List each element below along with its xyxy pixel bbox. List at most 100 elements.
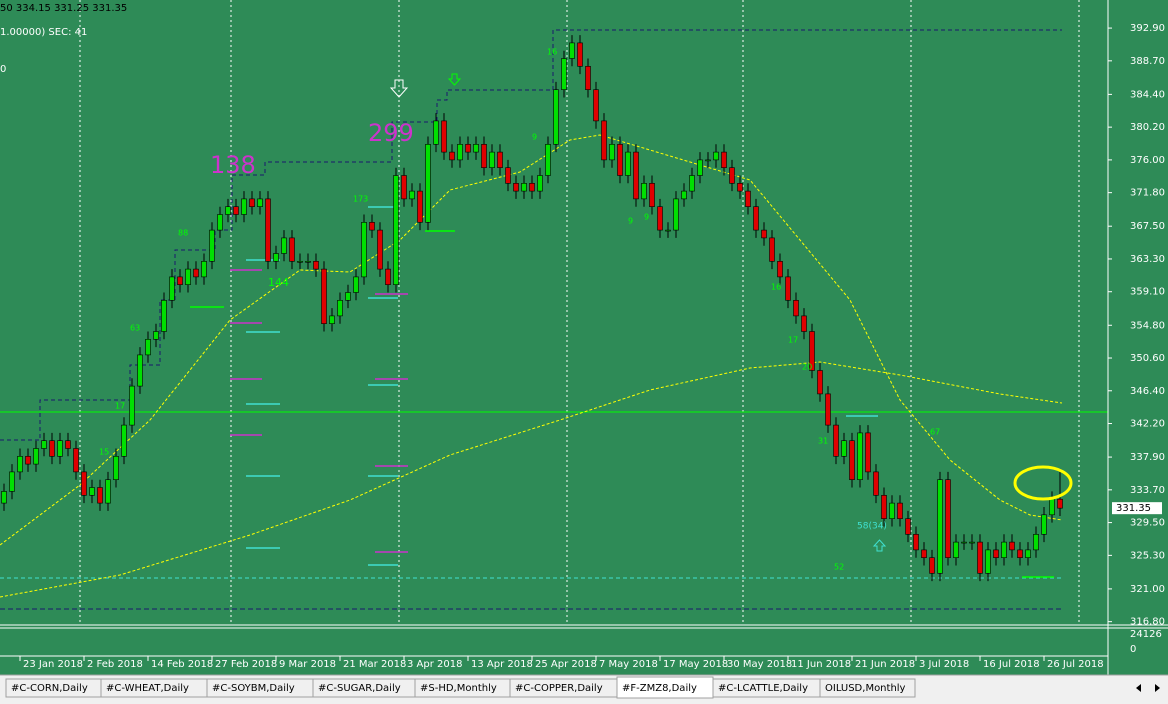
candle-body	[33, 448, 39, 465]
annotation: 16	[547, 48, 557, 57]
candle-body	[921, 549, 927, 559]
candle-body	[665, 229, 671, 232]
candle-body	[577, 42, 583, 67]
candle-body	[425, 144, 431, 223]
background	[0, 0, 1168, 675]
y-tick-label: 380.20	[1130, 122, 1165, 133]
candle-body	[601, 120, 607, 161]
candle-body	[593, 89, 599, 122]
candle-body	[49, 440, 55, 457]
y-tick-label: 333.70	[1130, 485, 1165, 496]
candle-body	[641, 183, 647, 200]
annotation: 17	[788, 336, 798, 345]
candle-body	[521, 183, 527, 192]
candle-body	[993, 549, 999, 559]
scroll-left[interactable]	[1136, 684, 1141, 692]
separators	[79, 0, 1080, 624]
annotation: 52	[834, 563, 844, 572]
annotation: 299	[368, 119, 414, 147]
y-tick-label: 350.60	[1130, 353, 1165, 364]
annotation: 9	[644, 213, 649, 222]
candle-body	[1057, 498, 1063, 509]
x-tick-label: 3 Apr 2018	[407, 659, 462, 670]
scroll-right[interactable]	[1155, 684, 1160, 692]
annotation: 67	[930, 428, 940, 437]
annotation: 9	[628, 217, 633, 226]
candle-body	[497, 151, 503, 169]
candle-body	[193, 268, 199, 278]
y-tick-label: 384.40	[1130, 89, 1165, 100]
candle-body	[233, 206, 239, 215]
volume-label: 24126	[1130, 629, 1162, 640]
candle-body	[257, 198, 263, 207]
candle-body	[105, 479, 111, 504]
annotation: 88	[178, 229, 188, 238]
y-tick-label: 359.10	[1130, 287, 1165, 298]
candle-body	[1033, 533, 1039, 551]
tab-label[interactable]: #C-SOYBM,Daily	[212, 683, 295, 694]
candle-body	[201, 260, 207, 278]
y-tick-label: 342.20	[1130, 419, 1165, 430]
candle-body	[713, 151, 719, 161]
candle-body	[897, 502, 903, 520]
candle-body	[369, 222, 375, 231]
tab-label[interactable]: #S-HD,Monthly	[420, 683, 497, 694]
tab-label[interactable]: #C-WHEAT,Daily	[106, 683, 189, 694]
tab-label[interactable]: #C-COPPER,Daily	[515, 683, 603, 694]
header: 50 334.15 331.25 331.35 1.00000) SEC: 41…	[0, 3, 127, 75]
candle-body	[697, 159, 703, 176]
candle-body	[217, 214, 223, 231]
y-tick-label: 392.90	[1130, 23, 1165, 34]
candle-body	[537, 175, 543, 192]
candle-body	[129, 385, 135, 426]
tab-label[interactable]: #C-LCATTLE,Daily	[718, 683, 808, 694]
candle-body	[545, 144, 551, 176]
candle-body	[489, 151, 495, 169]
moving-average	[0, 361, 1063, 598]
candle-body	[969, 541, 975, 544]
candle-body	[753, 206, 759, 231]
tab-label[interactable]: #C-CORN,Daily	[11, 683, 88, 694]
candle-body	[345, 292, 351, 301]
x-tick-label: 9 Mar 2018	[279, 659, 336, 670]
tab-label[interactable]: OILUSD,Monthly	[825, 683, 906, 694]
y-tick-label: 363.30	[1130, 254, 1165, 265]
x-tick-label: 7 May 2018	[599, 659, 658, 670]
candle-body	[761, 229, 767, 239]
candle-body	[1049, 498, 1055, 516]
candle-body	[353, 276, 359, 293]
candle-body	[329, 315, 335, 324]
trend-step	[0, 29, 1062, 441]
candle-body	[673, 198, 679, 231]
candle-body	[689, 175, 695, 192]
tab-label[interactable]: #F-ZMZ8,Daily	[622, 683, 697, 694]
candle-body	[737, 183, 743, 192]
candle-body	[1041, 514, 1047, 535]
candle-body	[1025, 549, 1031, 559]
candle-body	[81, 471, 87, 496]
annotation: 173	[353, 195, 368, 204]
tab-label[interactable]: #C-SUGAR,Daily	[318, 683, 401, 694]
price-tag	[1112, 502, 1162, 515]
candle-body	[657, 206, 663, 231]
annotations: 138 299 144 88 63 17 15 173 9 16 9 9 16 …	[99, 48, 940, 572]
candle-body	[57, 440, 63, 457]
candle-body	[273, 253, 279, 262]
x-tick-label: 25 Apr 2018	[535, 659, 597, 670]
candle-body	[113, 455, 119, 480]
candle-body	[881, 494, 887, 519]
y-tick-label: 337.90	[1130, 452, 1165, 463]
annotation: 63	[130, 324, 140, 333]
tab[interactable]	[819, 678, 916, 698]
candle-body	[265, 198, 271, 262]
candle-body	[225, 206, 231, 215]
candle-body	[985, 549, 991, 574]
candle-body	[529, 183, 535, 192]
candle-body	[393, 175, 399, 285]
candle-body	[913, 533, 919, 551]
x-tick-label: 23 Jan 2018	[23, 659, 83, 670]
candle-body	[73, 448, 79, 473]
candle-body	[609, 144, 615, 161]
candle-body	[937, 479, 943, 574]
